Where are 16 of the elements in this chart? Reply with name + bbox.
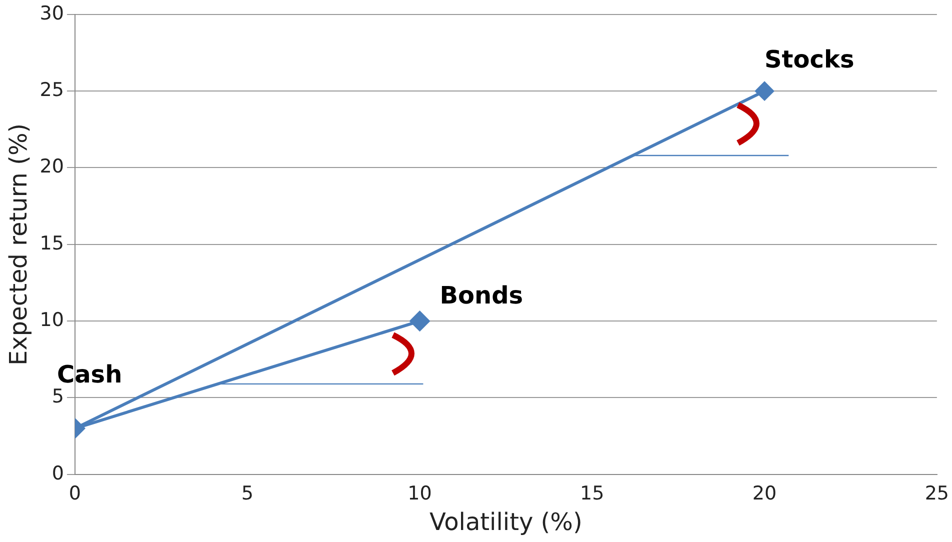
- y-tick-label: 0: [52, 462, 64, 484]
- y-tick-label: 25: [40, 79, 64, 102]
- x-tick-label: 15: [580, 482, 604, 505]
- y-tick-label: 30: [40, 2, 64, 24]
- y-tick-label: 10: [40, 309, 64, 332]
- y-tick-label: 15: [40, 232, 64, 254]
- annotation: Bonds: [440, 281, 524, 310]
- x-tick-label: 5: [241, 482, 254, 505]
- annotation: Stocks: [764, 45, 854, 74]
- x-tick-label: 10: [408, 482, 432, 505]
- y-tick-label: 20: [40, 156, 64, 178]
- x-tick-label: 20: [752, 482, 777, 505]
- x-axis-title: Volatility (%): [430, 508, 582, 536]
- x-tick-label: 0: [68, 482, 82, 505]
- y-axis-title: Expected return (%): [4, 123, 33, 366]
- x-tick-label: 25: [924, 482, 950, 505]
